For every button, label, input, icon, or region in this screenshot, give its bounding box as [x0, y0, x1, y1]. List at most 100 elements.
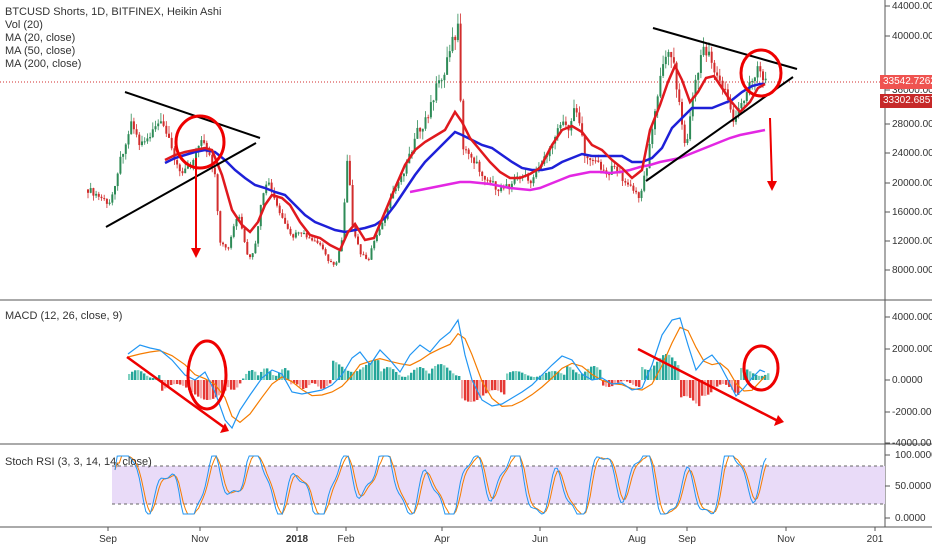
macd-histogram-bar — [392, 369, 395, 380]
symbol-title[interactable]: BTCUSD Shorts, 1D, BITFINEX, Heikin Ashi — [5, 6, 222, 18]
macd-histogram-bar — [434, 365, 437, 380]
candle-body — [324, 249, 327, 255]
macd-tick-label: 0.0000 — [892, 375, 923, 386]
candle-body — [675, 62, 678, 90]
macd-histogram-bar — [629, 380, 632, 384]
macd-histogram-bar — [689, 380, 692, 398]
candle-body — [303, 232, 305, 234]
macd-histogram-bar — [374, 360, 377, 380]
macd-histogram-bar — [344, 369, 347, 380]
candle-body — [373, 240, 376, 249]
macd-histogram-bar — [191, 380, 194, 393]
candle-body — [497, 189, 500, 192]
candle-body — [335, 262, 338, 265]
indicator-ma50[interactable]: MA (50, close) — [5, 45, 76, 57]
indicator-ma200[interactable]: MA (200, close) — [5, 58, 82, 70]
macd-histogram-bar — [233, 380, 236, 390]
macd-histogram-bar — [464, 380, 467, 401]
macd-histogram-bar — [356, 371, 359, 380]
candle-body — [448, 51, 451, 58]
candle-body — [478, 161, 481, 172]
candle-body — [645, 168, 648, 176]
candle-body — [292, 234, 295, 238]
macd-histogram-bar — [200, 380, 203, 399]
candle-body — [678, 89, 681, 102]
candle-body — [135, 129, 138, 135]
macd-histogram-bar — [326, 380, 329, 386]
macd-histogram-bar — [572, 369, 575, 380]
candle-body — [699, 55, 702, 73]
macd-tick-label: -4000.0000 — [892, 438, 932, 449]
candle-body — [527, 175, 530, 181]
candle-body — [435, 83, 438, 101]
macd-histogram-bar — [671, 357, 674, 380]
candle-body — [743, 101, 746, 104]
candle-body — [613, 165, 616, 167]
macd-histogram-bar — [275, 375, 278, 380]
macd-histogram-bar — [368, 362, 371, 380]
ma20-line — [164, 63, 766, 252]
candle-body — [308, 237, 311, 239]
price-pane[interactable] — [0, 0, 885, 300]
candle-body — [141, 141, 143, 146]
macd-histogram-bar — [317, 380, 320, 387]
candle-body — [713, 62, 716, 73]
candle-body — [627, 182, 629, 185]
candle-body — [438, 80, 440, 84]
candle-body — [662, 64, 665, 76]
macd-histogram-bar — [245, 373, 248, 380]
macd-histogram-bar — [569, 367, 572, 380]
macd-histogram-bar — [563, 374, 566, 380]
time-tick-label: Apr — [434, 534, 450, 545]
macd-histogram-bar — [761, 375, 764, 380]
candle-body — [186, 166, 189, 169]
candle-body — [249, 254, 251, 258]
candle-body — [759, 66, 762, 72]
macd-histogram-bar — [404, 376, 407, 380]
candle-body — [702, 46, 705, 56]
candle-body — [162, 121, 165, 126]
candle-body — [362, 254, 365, 256]
candle-body — [213, 167, 216, 175]
rsi-label[interactable]: Stoch RSI (3, 3, 14, 14, close) — [5, 456, 152, 468]
macd-histogram-bar — [650, 368, 653, 380]
indicator-vol[interactable]: Vol (20) — [5, 19, 43, 31]
macd-histogram-bar — [254, 371, 257, 380]
indicator-ma20[interactable]: MA (20, close) — [5, 32, 76, 44]
rsi-d-line — [114, 454, 767, 515]
price-tick-label: 24000.0000 — [892, 148, 932, 159]
candle-body — [184, 168, 187, 174]
axes-group: 44000.0000 40000.0000 36000.0000 28000.0000… — [99, 1, 932, 545]
macd-histogram-bar — [389, 367, 392, 380]
candle-body — [200, 140, 203, 146]
candle-body — [181, 171, 184, 174]
candle-body — [724, 88, 727, 90]
candle-body — [224, 244, 227, 248]
candle-body — [381, 222, 384, 230]
macd-histogram-bar — [218, 380, 221, 396]
candle-body — [467, 149, 470, 154]
candle-body — [276, 198, 278, 206]
highlight-circle — [174, 114, 226, 170]
macd-label[interactable]: MACD (12, 26, close, 9) — [5, 310, 123, 322]
macd-histogram-bar — [359, 369, 362, 380]
candle-body — [586, 156, 589, 159]
time-tick-label: 2018 — [286, 534, 309, 545]
candle-body — [475, 161, 478, 164]
candle-body — [559, 124, 562, 129]
price-tag-upper: 33542.7262 — [880, 75, 932, 89]
candle-body — [648, 144, 651, 169]
candle-body — [710, 51, 713, 63]
time-tick-label: Aug — [628, 534, 646, 545]
macd-histogram-bar — [377, 360, 380, 380]
macd-histogram-bar — [182, 380, 185, 386]
macd-histogram-bar — [527, 375, 530, 380]
macd-histogram-bar — [185, 380, 188, 388]
macd-histogram-bar — [134, 370, 137, 380]
macd-tick-label: 2000.0000 — [892, 344, 932, 355]
candle-body — [300, 232, 303, 234]
macd-histogram-bar — [701, 380, 704, 396]
macd-histogram-bar — [614, 380, 617, 385]
